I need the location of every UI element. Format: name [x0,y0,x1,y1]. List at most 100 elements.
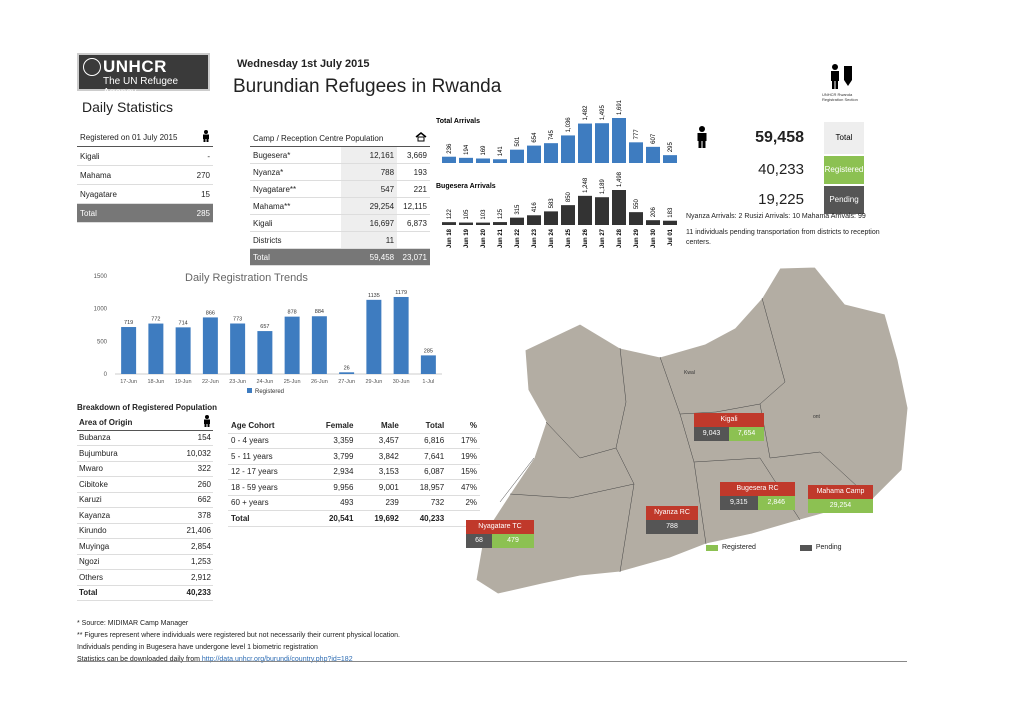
bar-value-label: 295 [668,141,674,152]
legend-label: Registered [255,389,284,395]
bar-value-label: 194 [464,144,470,155]
total-arrivals-bar [544,143,558,163]
bugesera-arrivals-bar [459,222,473,225]
camp-population-heading: Camp / Reception Centre Population [250,130,398,147]
x-tick-label: Jul 01 [668,228,674,246]
y-tick-label: 0 [104,372,108,378]
bar-value-label: 878 [288,310,297,316]
map-legend: Registered Pending [706,544,842,551]
x-tick-label: 24-Jun [256,379,273,385]
y-tick-label: 1000 [94,307,108,313]
bar-value-label: 103 [481,209,487,220]
table-row: Kayanza 378 [77,507,213,524]
page-subtitle: Daily Statistics [82,99,174,115]
x-tick-label: Jun 30 [651,228,657,248]
rwanda-map: Kwal ont [475,266,909,595]
x-tick-label: Jun 24 [549,228,555,248]
bar-value-label: 884 [315,309,324,315]
logo-tagline: The UN Refugee Agency [103,76,179,98]
total-label: Total [824,122,864,154]
legend-swatch [247,388,252,393]
total-arrivals-bar [595,123,609,163]
x-tick-label: Jun 27 [600,228,606,248]
legend-swatch-pending [799,544,812,551]
bugesera-arrivals-bar [527,215,541,225]
registration-bar [148,323,164,374]
bugesera-arrivals-bar [510,217,524,225]
x-tick-label: 1-Jul [422,379,434,385]
map-box-bugesera: Bugesera RC 9,315 2,846 [720,482,795,510]
total-arrivals-bar [459,157,473,163]
person-icon [696,126,708,153]
bar-value-label: 719 [124,320,133,326]
pending-label: Pending [824,186,864,214]
table-row: Districts 11 [250,231,430,249]
bugesera-arrivals-bar [442,222,456,225]
x-tick-label: Jun 25 [566,228,572,248]
map-box-kigali: Kigali 9,043 7,654 [694,413,764,441]
bar-value-label: 745 [549,130,555,141]
bugesera-arrivals-bar [578,195,592,225]
map-box-nyanza: Nyanza RC 788 [646,506,698,534]
person-icon [167,415,213,431]
chart-title: Total Arrivals [436,118,480,125]
breakdown-heading: Breakdown of Registered Population [77,403,218,412]
map-region-label-north: Kwal [684,370,695,376]
table-row: Mahama** 29,254 12,115 [250,197,430,215]
bar-value-label: 125 [498,208,504,219]
footnote-download: Statistics can be downloaded daily from [77,656,202,663]
bar-value-label: 1,248 [583,177,589,193]
y-tick-label: 500 [97,339,108,345]
bar-value-label: 236 [447,143,453,154]
bar-value-label: 105 [464,209,470,220]
x-tick-label: 22-Jun [202,379,219,385]
bar-value-label: 657 [260,324,269,330]
registration-bar [284,316,300,374]
total-population-value: 59,458 [755,129,804,146]
x-tick-label: Jun 19 [464,228,470,248]
total-arrivals-bar [442,156,456,163]
x-tick-label: Jun 23 [532,228,538,248]
y-tick-label: 1500 [94,274,108,280]
camp-population-table: Camp / Reception Centre Population Buges… [250,130,430,266]
registration-bar [175,327,191,374]
map-box-nyagatare: Nyagatare TC 68 479 [466,520,534,548]
table-row: 0 - 4 years 3,359 3,457 6,816 17% [228,433,480,449]
table-row: Karuzi 662 [77,492,213,508]
pending-transport-note: 11 individuals pending transportation fr… [686,229,880,246]
table-row: Kirundo 21,406 [77,523,213,539]
bar-value-label: 501 [515,136,521,147]
x-tick-label: 25-Jun [284,379,301,385]
bugesera-arrivals-bar [663,220,677,225]
total-arrivals-bar [510,149,524,163]
registration-bar [257,331,273,374]
arrivals-charts: Total Arrivals 236 194 169 141 501 654 745 1,036… [436,99,677,248]
bar-value-label: 850 [566,191,572,202]
registration-bar [393,296,409,374]
registered-today-heading: Registered on 01 July 2015 [77,128,192,147]
total-arrivals-bar [578,123,592,163]
table-total-row: Total 285 [77,203,213,223]
chart-title: Bugesera Arrivals [436,183,496,190]
bar-value-label: 315 [515,204,521,215]
pending-value: 19,225 [758,191,804,208]
total-arrivals-bar [629,142,643,163]
area-of-origin-header: Area of Origin [77,415,168,431]
download-link[interactable]: http://data.unhcr.org/burundi/country.ph… [201,656,353,663]
footnote-biometric: Individuals pending in Bugesera have und… [77,644,318,651]
table-total-row: Total 59,458 23,071 [250,248,430,266]
table-row: 5 - 11 years 3,799 3,842 7,641 19% [228,448,480,465]
bar-value-label: 550 [634,198,640,209]
table-row: Bujumbura 10,032 [77,445,213,462]
x-tick-label: Jun 18 [447,228,453,248]
person-icon [191,128,213,147]
table-row: Others 2,912 [77,569,213,586]
table-row: Muyinga 2,854 [77,538,213,555]
registration-bar [420,355,436,374]
legend-swatch-registered [706,544,718,551]
bar-value-label: 285 [424,348,433,354]
table-row: Ngozi 1,253 [77,554,213,570]
registration-bar [366,299,382,374]
table-row: Nyagatare 15 [77,184,213,204]
bar-value-label: 583 [549,198,555,209]
